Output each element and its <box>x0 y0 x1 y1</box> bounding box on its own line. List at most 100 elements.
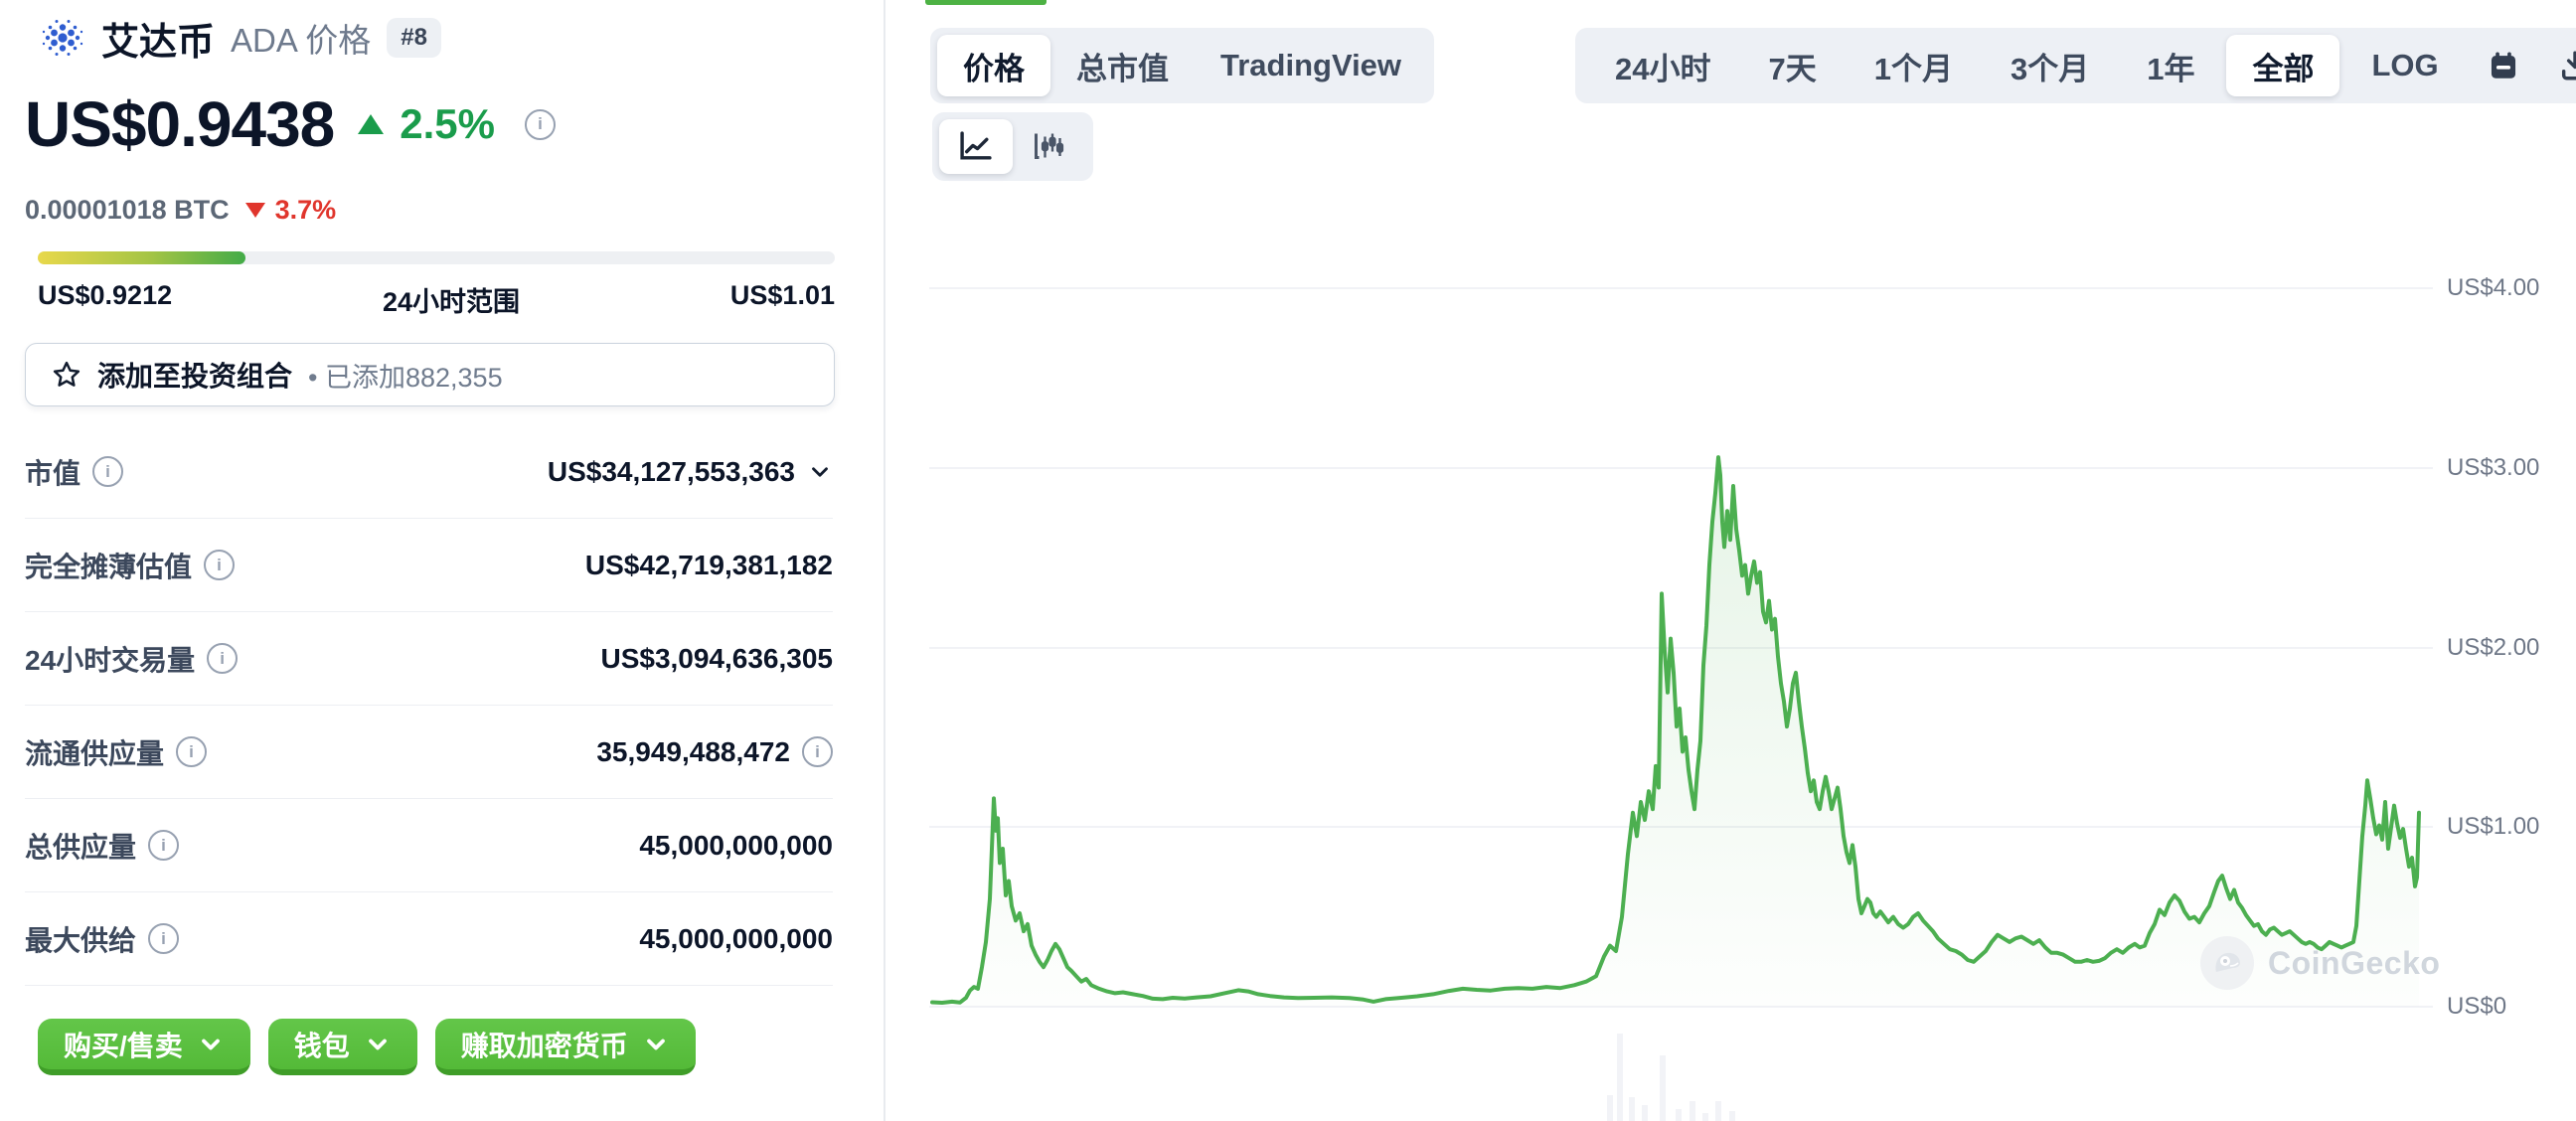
stat-value-text: 45,000,000,000 <box>639 922 833 954</box>
portfolio-added-count: • 已添加882,355 <box>308 356 503 395</box>
range-progress-fill <box>38 251 245 264</box>
btc-change-percent: 3.7% <box>274 195 337 225</box>
range-tab-6[interactable]: 全部 <box>2226 35 2340 96</box>
chart-tab-2[interactable]: 总市值 <box>1050 35 1195 96</box>
coin-subtitle: ADA 价格 <box>231 22 372 59</box>
panel-divider <box>884 0 886 1121</box>
cardano-logo-icon <box>42 20 83 56</box>
chevron-down-icon <box>201 1039 220 1049</box>
volume-bar <box>1690 1101 1695 1121</box>
stat-label-text: 最大供给 <box>25 924 137 956</box>
stat-label: 市值 i <box>25 452 124 492</box>
gridline <box>929 646 2433 649</box>
stat-value-text: US$3,094,636,305 <box>600 642 833 674</box>
chart-tab-3[interactable]: TradingView <box>1195 35 1427 96</box>
stat-row-5: 总供应量 i 45,000,000,000 <box>25 799 833 892</box>
volume-bar <box>1702 1113 1708 1121</box>
triangle-down-icon <box>244 203 265 218</box>
info-icon[interactable]: i <box>148 923 180 954</box>
action-button-3[interactable]: 赚取加密货币 <box>434 1019 696 1075</box>
stat-label: 24小时交易量 i <box>25 639 239 679</box>
stat-label-text: 完全摊薄估值 <box>25 551 193 582</box>
chart-type-group <box>932 112 1093 181</box>
stat-value: 45,000,000,000 <box>639 830 833 862</box>
volume-bar <box>1729 1111 1735 1121</box>
stat-row-1[interactable]: 市值 i US$34,127,553,363 <box>25 425 833 519</box>
info-icon[interactable]: i <box>92 456 124 487</box>
stat-label: 完全摊薄估值 i <box>25 546 236 585</box>
range-tab-2[interactable]: 7天 <box>1742 35 1842 96</box>
candlestick-icon <box>1035 133 1064 159</box>
action-buttons: 购买/售卖 钱包 赚取加密货币 <box>38 1019 696 1075</box>
stat-label: 最大供给 i <box>25 919 180 959</box>
stat-row-2: 完全摊薄估值 i US$42,719,381,182 <box>25 519 833 612</box>
active-tab-indicator <box>925 0 1046 5</box>
info-icon[interactable]: i <box>207 643 239 674</box>
volume-bar <box>1642 1105 1648 1121</box>
gridline <box>929 466 2433 469</box>
gridline <box>929 287 2433 290</box>
chevron-down-icon <box>646 1039 665 1049</box>
stat-label-text: 市值 <box>25 457 81 489</box>
range-tab-1[interactable]: 24小时 <box>1589 35 1736 96</box>
line-chart-icon-button[interactable] <box>939 119 1013 174</box>
stat-row-4: 流通供应量 i 35,949,488,472 i <box>25 706 833 799</box>
rank-badge: #8 <box>387 18 441 58</box>
price-change-percent: 2.5% <box>400 100 495 147</box>
stat-value-text: 35,949,488,472 <box>596 735 790 767</box>
volume-bar <box>1676 1109 1682 1121</box>
candlestick-icon-button[interactable] <box>1013 119 1086 174</box>
y-axis-tick: US$3.00 <box>2447 453 2540 481</box>
info-icon[interactable]: i <box>204 550 236 580</box>
range-tab-7[interactable]: LOG <box>2345 35 2464 96</box>
stat-value-text: US$34,127,553,363 <box>547 455 795 487</box>
stat-label-text: 总供应量 <box>25 831 137 863</box>
price-area-fill <box>932 457 2419 1008</box>
volume-bar <box>1715 1101 1721 1121</box>
y-axis-tick: US$1.00 <box>2447 813 2540 841</box>
calendar-icon <box>2491 52 2515 79</box>
action-button-2[interactable]: 钱包 <box>267 1019 417 1075</box>
range-tab-5[interactable]: 1年 <box>2121 35 2220 96</box>
coin-stats-table: 市值 i US$34,127,553,363 完全摊薄估值 i US$42,719,381… <box>25 425 833 986</box>
coin-name: 艾达币 <box>101 21 216 64</box>
chevron-down-icon[interactable] <box>807 459 833 485</box>
btc-price-row: 0.00001018 BTC 3.7% <box>25 195 336 226</box>
range-tab-4[interactable]: 3个月 <box>1985 35 2115 96</box>
stat-label-text: 24小时交易量 <box>25 644 196 676</box>
star-icon <box>53 361 80 387</box>
coingecko-watermark: CoinGecko <box>2200 936 2440 990</box>
range-progress-bar <box>38 251 835 264</box>
volume-bar <box>1607 1095 1613 1121</box>
stat-value-text: 45,000,000,000 <box>639 829 833 861</box>
stat-label: 流通供应量 i <box>25 732 208 772</box>
portfolio-added-text: 已添加882,355 <box>324 362 503 393</box>
stat-value-text: US$42,719,381,182 <box>584 549 833 580</box>
info-icon[interactable]: i <box>176 736 208 767</box>
info-icon[interactable]: i <box>524 108 556 140</box>
stat-row-3: 24小时交易量 i US$3,094,636,305 <box>25 612 833 706</box>
range-low: US$0.9212 <box>38 280 173 310</box>
portfolio-label: 添加至投资组合 <box>97 361 293 392</box>
info-icon[interactable]: i <box>802 736 833 767</box>
chart-tab-group: 价格 总市值 TradingView <box>930 28 1435 103</box>
stat-value: US$3,094,636,305 <box>600 643 833 675</box>
action-button-1[interactable]: 购买/售卖 <box>38 1019 250 1075</box>
stat-row-6: 最大供给 i 45,000,000,000 <box>25 892 833 986</box>
y-axis-tick: US$0 <box>2447 993 2507 1020</box>
btc-price-value: 0.00001018 BTC <box>25 195 230 225</box>
action-button-label: 购买/售卖 <box>64 1030 183 1061</box>
range-tab-3[interactable]: 1个月 <box>1849 35 1979 96</box>
calendar-icon-button[interactable] <box>2471 35 2536 96</box>
watermark-text: CoinGecko <box>2268 944 2441 981</box>
price-line <box>930 455 2421 1005</box>
coin-header: 艾达币 ADA 价格 #8 <box>40 12 441 64</box>
time-range-group: 24小时 7天 1个月 3个月 1年 全部 LOG <box>1575 28 2576 103</box>
triangle-up-icon <box>358 114 385 134</box>
add-to-portfolio-button[interactable]: 添加至投资组合 • 已添加882,355 <box>25 343 835 406</box>
bullet-separator: • <box>308 362 318 393</box>
chart-tab-1[interactable]: 价格 <box>937 35 1050 96</box>
info-icon[interactable]: i <box>148 830 180 861</box>
y-axis-tick: US$4.00 <box>2447 274 2540 302</box>
